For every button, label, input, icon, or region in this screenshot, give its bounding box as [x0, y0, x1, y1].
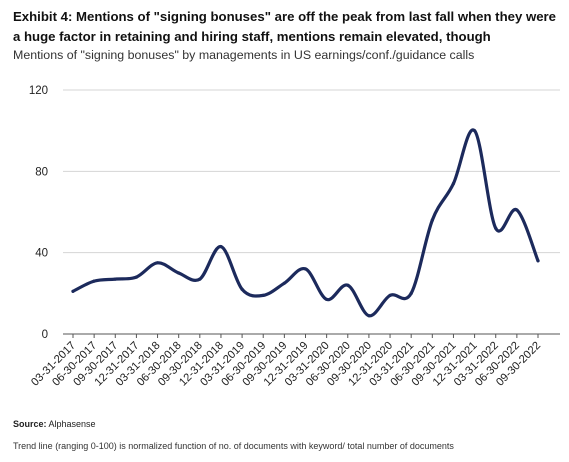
y-tick-label: 0 — [42, 329, 48, 341]
data-point — [282, 281, 286, 285]
data-point — [451, 181, 456, 186]
data-point — [367, 314, 371, 318]
source-label: Source: — [13, 419, 47, 429]
series-line — [71, 128, 540, 318]
y-tick-label: 80 — [35, 166, 48, 178]
data-point — [177, 271, 181, 275]
y-tick-label: 40 — [35, 248, 48, 260]
data-point — [198, 277, 202, 281]
data-point — [388, 293, 392, 297]
chart-subtitle: Mentions of "signing bonuses" by managem… — [13, 48, 475, 62]
data-point — [240, 287, 244, 291]
data-point — [472, 129, 477, 133]
data-point — [261, 293, 265, 297]
data-point — [409, 291, 413, 295]
source-text: Alphasense — [48, 419, 96, 429]
data-point — [92, 279, 96, 283]
data-point — [325, 297, 329, 302]
data-point — [219, 244, 223, 249]
data-point — [71, 289, 75, 293]
chart-title: Exhibit 4: Mentions of "signing bonuses"… — [13, 9, 557, 44]
data-point — [515, 208, 519, 212]
data-point — [113, 277, 117, 281]
source-note: Source: Alphasense — [13, 419, 96, 429]
footnote: Trend line (ranging 0-100) is normalized… — [13, 441, 454, 451]
y-tick-label: 120 — [29, 85, 48, 97]
data-point — [155, 261, 160, 265]
data-point — [494, 226, 498, 230]
data-point — [303, 267, 308, 271]
data-point — [536, 259, 540, 263]
data-point — [346, 283, 350, 287]
data-point — [430, 218, 434, 222]
data-point — [134, 275, 139, 279]
